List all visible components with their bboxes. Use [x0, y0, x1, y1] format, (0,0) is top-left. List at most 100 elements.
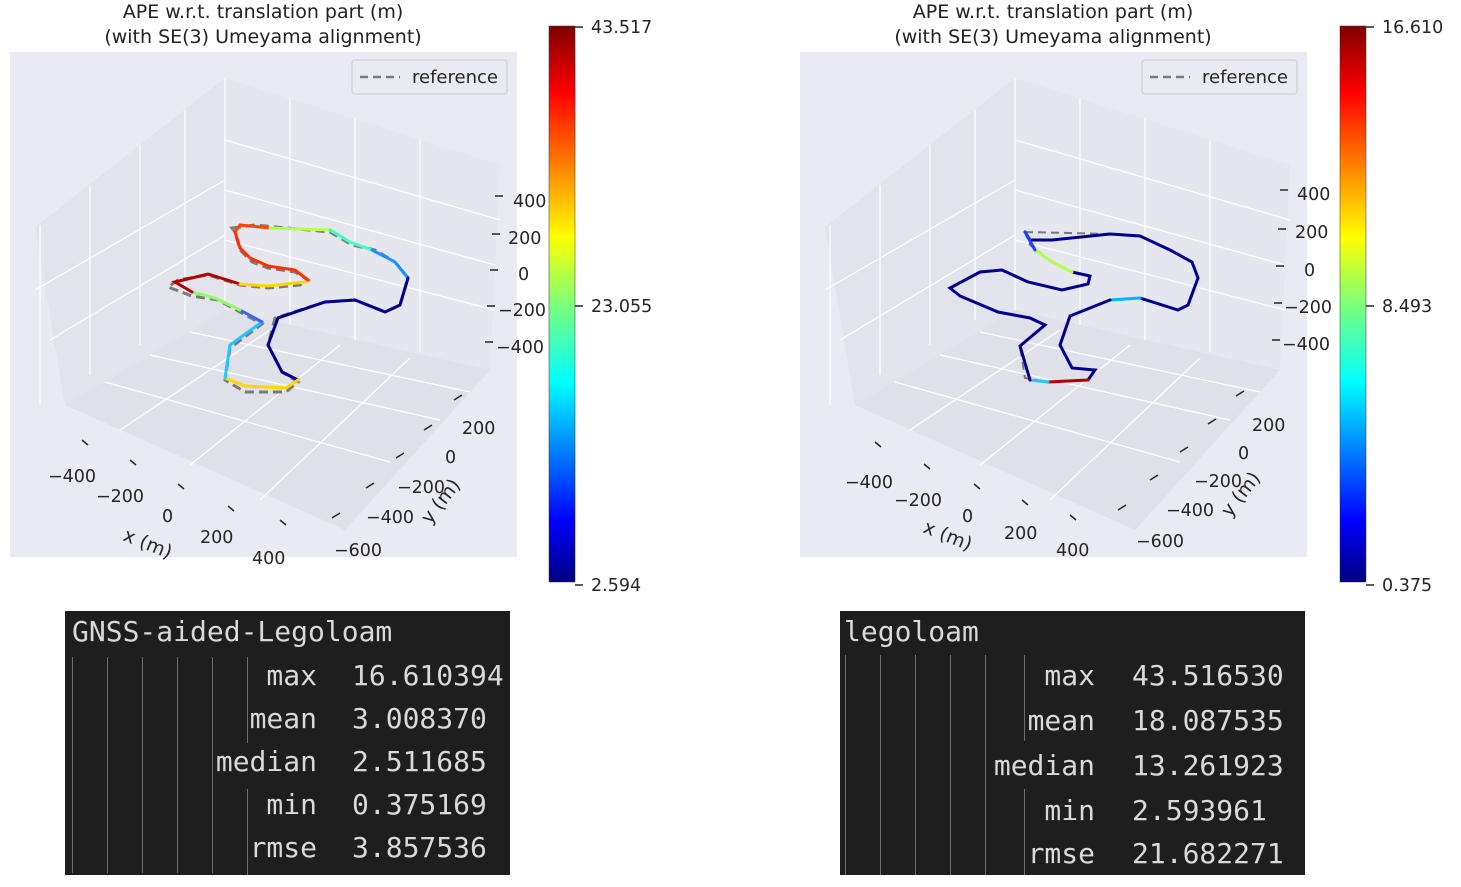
stat-key-median: median	[215, 745, 317, 778]
stats-header: legoloam	[844, 615, 979, 648]
colorbar-ticks	[1366, 26, 1374, 586]
pane-left	[35, 78, 225, 405]
y-tick-label: −200	[1194, 472, 1242, 492]
tree-guide	[142, 657, 143, 873]
y-tick-label: 200	[1252, 416, 1285, 436]
z-tick-label: 0	[518, 265, 529, 285]
y-tick-label: 0	[445, 448, 456, 468]
ape-plot-left: APE w.r.t. translation part (m) (with SE…	[0, 0, 700, 600]
tree-guide	[845, 655, 846, 875]
trajectory-segment	[1023, 230, 1200, 312]
colorbar-max-label: 43.517	[591, 18, 652, 38]
estimated-trajectory	[947, 230, 1200, 384]
trajectory-segment	[1108, 296, 1142, 302]
x-tick-label: −200	[96, 487, 144, 507]
tree-guide	[247, 657, 248, 743]
stat-key-max: max	[1044, 659, 1095, 692]
pane-back	[225, 78, 500, 370]
tree-guide	[985, 655, 986, 875]
stat-value-rmse: 3.857536	[352, 831, 487, 864]
z-tick-label: 200	[508, 229, 541, 249]
x-tick-label: 400	[1056, 541, 1089, 561]
z-tick-label: −400	[1282, 335, 1330, 355]
y-axis-ticks	[1117, 390, 1245, 511]
plot-title-line-1: APE w.r.t. translation part (m)	[913, 1, 1194, 23]
stats-panel-left: GNSS-aided-Legoloam max 16.610394 mean 3…	[65, 611, 510, 875]
pane-back	[1015, 78, 1290, 370]
trajectory-segment	[223, 320, 264, 380]
x-tick-label: 200	[200, 528, 233, 548]
x-tick-label: −200	[894, 491, 942, 511]
stat-key-max: max	[266, 659, 317, 692]
colorbar-max-label: 16.610	[1382, 18, 1443, 38]
y-tick-label: 0	[1238, 444, 1249, 464]
y-tick-label: −600	[334, 541, 382, 561]
y-tick-label: 200	[462, 419, 495, 439]
pane-floor	[855, 310, 1280, 530]
tree-guide	[177, 657, 178, 873]
colorbar-mid-label: 23.055	[591, 297, 652, 317]
stat-value-max: 16.610394	[352, 659, 504, 692]
stat-key-mean: mean	[1027, 704, 1095, 737]
stat-key-rmse: rmse	[1027, 837, 1095, 870]
pane-left	[825, 78, 1015, 405]
stat-value-max: 43.516530	[1132, 659, 1284, 692]
pane-floor	[65, 310, 490, 530]
colorbar-min-label: 2.594	[591, 576, 641, 596]
trajectory-segment	[328, 228, 374, 252]
stat-value-min: 2.593961	[1132, 794, 1267, 827]
z-axis-ticks	[1272, 189, 1288, 341]
tree-guide	[107, 657, 108, 873]
trajectory-segment	[1058, 298, 1112, 382]
y-tick-label: −400	[366, 508, 414, 528]
colorbar	[1339, 25, 1367, 583]
z-axis-ticks	[485, 195, 503, 343]
trajectory-segment	[233, 223, 272, 234]
y-tick-label: −200	[397, 478, 445, 498]
x-tick-label: −400	[845, 473, 893, 493]
stats-panel-right: legoloam max 43.516530 mean 18.087535 me…	[840, 611, 1305, 875]
legend-box	[1141, 59, 1298, 95]
z-tick-label: 400	[1297, 185, 1330, 205]
estimated-trajectory	[171, 223, 410, 390]
x-axis-ticks	[81, 439, 287, 526]
trajectory-segment	[238, 308, 264, 324]
tree-guide	[72, 657, 73, 873]
tree-guide	[1024, 655, 1025, 741]
z-tick-label: 200	[1295, 223, 1328, 243]
y-tick-label: −600	[1136, 532, 1184, 552]
colorbar-ticks	[575, 26, 583, 586]
y-tick-label: −400	[1166, 501, 1214, 521]
ape-3d-axes-right: APE w.r.t. translation part (m) (with SE…	[800, 1, 1443, 596]
x-tick-label: 0	[962, 507, 973, 527]
stat-value-median: 13.261923	[1132, 749, 1284, 782]
stat-value-mean: 18.087535	[1132, 704, 1284, 737]
plot-title-line-2: (with SE(3) Umeyama alignment)	[104, 26, 421, 48]
x-tick-label: 0	[162, 507, 173, 527]
legend-label: reference	[1202, 67, 1288, 88]
trajectory-segment	[947, 268, 1092, 382]
stat-key-min: min	[266, 788, 317, 821]
stat-value-mean: 3.008370	[352, 702, 487, 735]
stats-header: GNSS-aided-Legoloam	[72, 615, 393, 648]
z-tick-label: −200	[1284, 298, 1332, 318]
trajectory-segment	[233, 230, 310, 282]
trajectory-segment	[223, 376, 300, 390]
y-axis-ticks	[331, 394, 463, 519]
tree-guide	[915, 655, 916, 875]
tree-guide	[1024, 789, 1025, 875]
trajectory-segment	[1028, 378, 1050, 384]
x-tick-label: 200	[1004, 524, 1037, 544]
trajectory-segment	[1023, 230, 1037, 252]
stat-value-median: 2.511685	[352, 745, 487, 778]
ape-3d-axes-left: APE w.r.t. translation part (m) (with SE…	[10, 1, 652, 596]
x-tick-label: −400	[48, 467, 96, 487]
z-tick-label: −200	[498, 301, 546, 321]
plot-title-line-2: (with SE(3) Umeyama alignment)	[894, 26, 1211, 48]
tree-guide	[212, 657, 213, 873]
tree-guide	[247, 789, 248, 875]
trajectory-segment	[1033, 248, 1074, 274]
stat-key-median: median	[993, 749, 1095, 782]
legend-label: reference	[412, 67, 498, 88]
z-tick-label: 400	[513, 192, 546, 212]
